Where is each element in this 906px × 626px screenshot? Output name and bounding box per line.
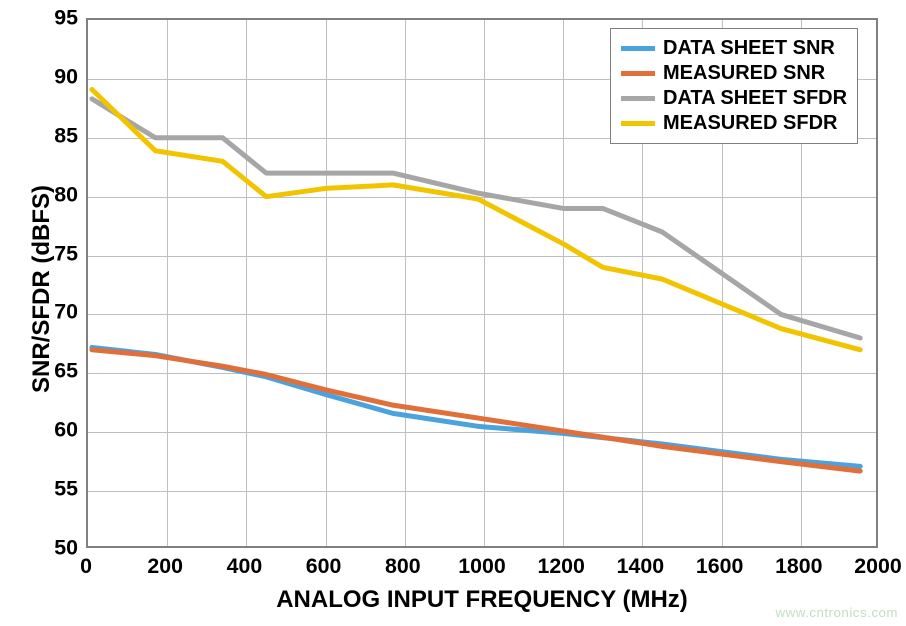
y-tick-label: 85	[54, 123, 78, 148]
y-tick-label: 65	[54, 359, 78, 384]
y-tick-label: 70	[54, 300, 78, 325]
x-axis-label: ANALOG INPUT FREQUENCY (MHz)	[86, 586, 878, 614]
y-tick-label: 75	[54, 241, 78, 266]
y-tick-label: 55	[54, 477, 78, 502]
x-tick-label: 400	[227, 554, 263, 579]
x-tick-label: 1000	[458, 554, 505, 579]
x-tick-label: 200	[147, 554, 183, 579]
watermark-text: www.cntronics.com	[775, 605, 898, 620]
legend: DATA SHEET SNRMEASURED SNRDATA SHEET SFD…	[610, 28, 858, 144]
legend-label: DATA SHEET SFDR	[663, 87, 847, 110]
legend-label: DATA SHEET SNR	[663, 37, 835, 60]
x-tick-label: 0	[80, 554, 92, 579]
y-tick-label: 90	[54, 64, 78, 89]
chart-container: ANALOG INPUT FREQUENCY (MHz) SNR/SFDR (d…	[0, 0, 906, 626]
y-tick-label: 60	[54, 418, 78, 443]
legend-swatch	[621, 121, 655, 126]
legend-swatch	[621, 46, 655, 51]
y-axis-label: SNR/SFDR (dBFS)	[28, 185, 56, 393]
x-tick-label: 1400	[617, 554, 664, 579]
legend-item: MEASURED SFDR	[621, 112, 847, 135]
x-tick-label: 600	[306, 554, 342, 579]
legend-item: DATA SHEET SFDR	[621, 87, 847, 110]
x-tick-label: 800	[385, 554, 421, 579]
legend-item: DATA SHEET SNR	[621, 37, 847, 60]
x-tick-label: 1800	[775, 554, 822, 579]
legend-label: MEASURED SNR	[663, 62, 825, 85]
y-tick-label: 95	[54, 6, 78, 31]
y-tick-label: 80	[54, 182, 78, 207]
legend-item: MEASURED SNR	[621, 62, 847, 85]
x-tick-label: 1200	[537, 554, 584, 579]
x-tick-label: 1600	[696, 554, 743, 579]
legend-swatch	[621, 71, 655, 76]
x-tick-label: 2000	[854, 554, 901, 579]
legend-swatch	[621, 96, 655, 101]
legend-label: MEASURED SFDR	[663, 112, 837, 135]
y-tick-label: 50	[54, 536, 78, 561]
